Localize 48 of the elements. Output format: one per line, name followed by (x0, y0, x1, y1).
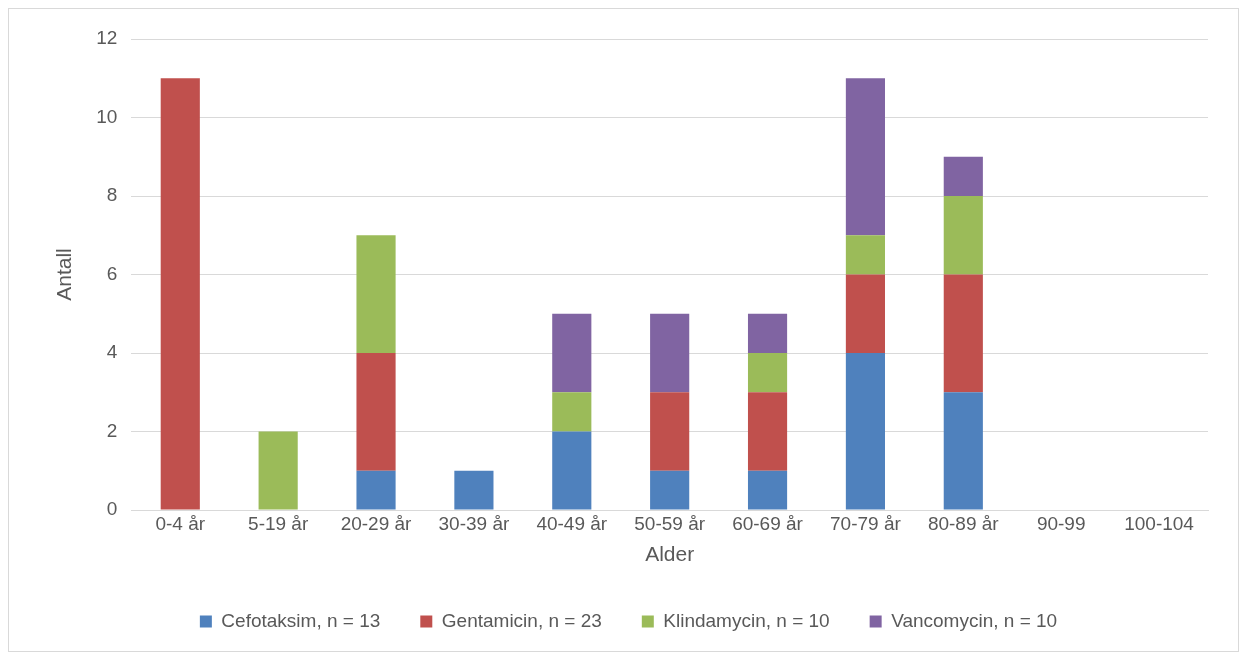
legend-label: Gentamicin, n = 23 (441, 609, 602, 631)
y-tick-label: 6 (106, 262, 118, 284)
bar (845, 274, 885, 353)
bar (845, 78, 885, 236)
x-tick-label: 90-99 (1036, 512, 1086, 534)
bar (943, 392, 983, 510)
bar (356, 235, 396, 353)
bar (650, 313, 690, 393)
bar (552, 431, 592, 510)
x-tick-label: 5-19 år (248, 512, 309, 534)
bar (747, 470, 788, 510)
bar (650, 392, 690, 471)
bar (943, 156, 983, 196)
y-tick-label: 10 (96, 105, 118, 127)
bar (552, 392, 592, 432)
bar (650, 470, 690, 510)
bar (258, 431, 298, 510)
bar (454, 470, 494, 510)
bar (552, 313, 592, 393)
y-tick-label: 4 (106, 341, 118, 363)
bar (845, 353, 885, 510)
y-axis-title: Antall (52, 248, 76, 301)
bar (356, 353, 396, 471)
x-tick-label: 80-89 år (927, 512, 1000, 534)
x-tick-label: 30-39 år (438, 512, 510, 534)
x-tick-label: 60-69 år (732, 512, 804, 534)
x-tick-label: 100-104 (1124, 512, 1195, 534)
bar (356, 470, 396, 510)
bar (943, 274, 983, 393)
x-axis-title: Alder (645, 542, 695, 566)
x-tick-label: 70-79 år (830, 512, 902, 534)
bar (747, 392, 788, 471)
legend-label: Vancomycin, n = 10 (891, 609, 1058, 631)
bar (160, 78, 200, 510)
bar (747, 353, 788, 393)
legend-label: Klindamycin, n = 10 (663, 609, 830, 631)
bar (943, 196, 983, 275)
x-tick-label: 40-49 år (536, 512, 608, 534)
y-tick-label: 12 (96, 27, 118, 49)
bar (845, 235, 885, 275)
y-tick-label: 8 (106, 184, 118, 206)
y-tick-label: 0 (106, 498, 118, 520)
bar (747, 313, 788, 353)
x-tick-label: 0-4 år (155, 512, 206, 534)
x-tick-label: 20-29 år (340, 512, 413, 534)
y-tick-label: 2 (106, 419, 118, 441)
x-tick-label: 50-59 år (634, 512, 706, 534)
legend-label: Cefotaksim, n = 13 (221, 609, 381, 631)
